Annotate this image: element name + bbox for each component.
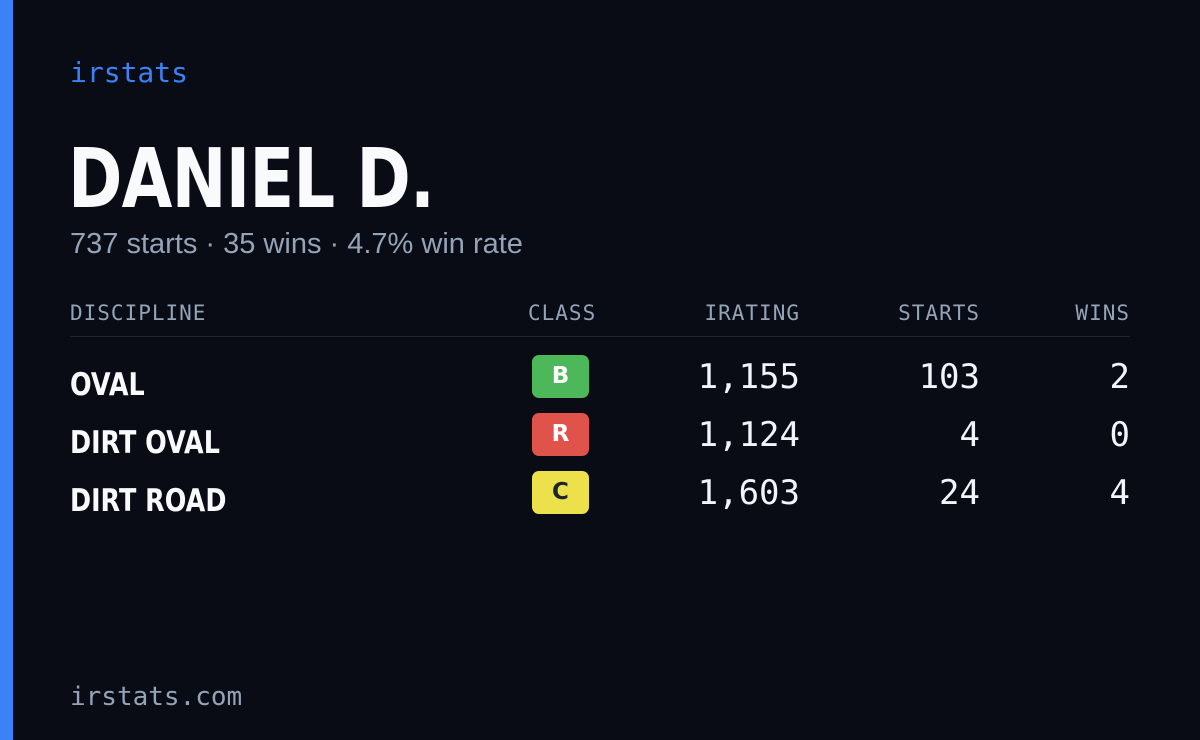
driver-summary: 737 starts · 35 wins · 4.7% win rate (70, 228, 523, 260)
column-header-class: CLASS (528, 301, 597, 325)
starts-value: 103 (918, 357, 980, 397)
brand-logo-text: irstats (70, 56, 189, 89)
starts-value: 24 (939, 473, 980, 513)
wins-value: 2 (1109, 357, 1130, 397)
starts-value: 4 (959, 415, 980, 455)
discipline-name: DIRT ROAD (70, 483, 227, 519)
discipline-name: DIRT OVAL (70, 425, 220, 461)
irating-value: 1,124 (697, 415, 800, 455)
license-class-badge: C (532, 471, 589, 514)
driver-name: DANIEL D. (68, 132, 435, 227)
column-header-irating: IRATING (704, 301, 800, 325)
discipline-name: OVAL (70, 367, 145, 403)
table-row: DIRT OVAL R 1,124 4 0 (70, 411, 1130, 469)
irating-value: 1,603 (697, 473, 800, 513)
wins-value: 0 (1109, 415, 1130, 455)
table-header-row: DISCIPLINE CLASS IRATING STARTS WINS (70, 296, 1130, 337)
license-class-badge: B (532, 355, 589, 398)
column-header-wins: WINS (1075, 301, 1130, 325)
irating-value: 1,155 (697, 357, 800, 397)
column-header-starts: STARTS (898, 301, 980, 325)
table-row: OVAL B 1,155 103 2 (70, 353, 1130, 411)
footer-site-url[interactable]: irstats.com (70, 682, 243, 712)
license-class-badge: R (532, 413, 589, 456)
discipline-stats-table: DISCIPLINE CLASS IRATING STARTS WINS OVA… (70, 296, 1130, 527)
accent-bar (0, 0, 13, 740)
table-row: DIRT ROAD C 1,603 24 4 (70, 469, 1130, 527)
column-header-discipline: DISCIPLINE (70, 301, 207, 325)
wins-value: 4 (1109, 473, 1130, 513)
